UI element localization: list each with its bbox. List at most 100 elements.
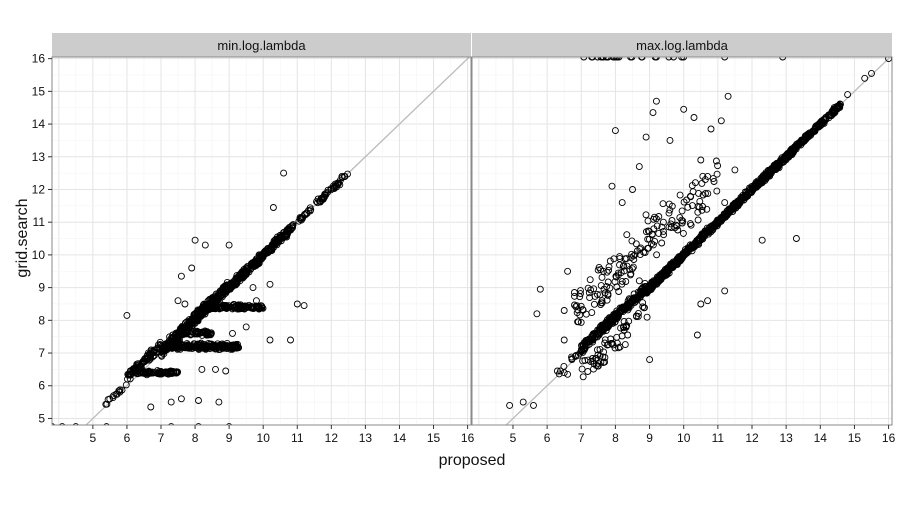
y-axis: 5 6 7 8 9 10 11 12 13 14 15 16 <box>32 52 52 425</box>
data-point <box>659 218 667 226</box>
data-point <box>654 276 662 284</box>
data-point <box>698 231 706 239</box>
data-point <box>519 398 527 406</box>
panel-border <box>51 56 472 426</box>
data-point <box>273 237 281 245</box>
data-point <box>707 125 715 133</box>
data-point <box>699 203 707 210</box>
data-point <box>263 249 270 257</box>
data-point <box>630 294 638 302</box>
data-point <box>597 301 605 309</box>
data-point <box>713 170 721 178</box>
data-point <box>280 169 288 177</box>
data-point <box>140 357 148 365</box>
data-point <box>249 284 257 292</box>
data-point <box>678 207 686 215</box>
data-point <box>600 285 608 293</box>
data-point <box>651 237 659 245</box>
data-point <box>698 179 706 187</box>
data-point <box>154 369 162 377</box>
data-point <box>581 340 589 348</box>
data-point <box>303 209 311 217</box>
data-point <box>564 267 572 275</box>
data-point <box>811 126 819 134</box>
data-point <box>215 398 223 406</box>
data-point <box>536 285 544 293</box>
x-tick-label: 16 <box>882 431 896 445</box>
data-point <box>59 423 66 425</box>
data-point <box>670 57 677 61</box>
data-point <box>803 131 811 139</box>
y-tick-label: 10 <box>32 248 46 262</box>
data-point <box>208 340 216 348</box>
data-point <box>603 296 611 304</box>
data-point <box>336 181 344 189</box>
data-point <box>717 117 725 125</box>
data-point <box>612 273 620 281</box>
data-point <box>688 182 696 190</box>
data-point <box>731 166 739 174</box>
data-point <box>816 120 823 127</box>
data-point <box>186 343 194 351</box>
data-point <box>629 295 636 303</box>
data-point <box>214 303 222 311</box>
y-tick-label: 11 <box>33 215 46 229</box>
data-point <box>699 172 707 180</box>
data-point <box>233 276 241 284</box>
y-tick-label: 15 <box>32 84 46 98</box>
data-point <box>620 262 628 270</box>
data-point <box>591 292 599 300</box>
data-point <box>643 313 651 321</box>
data-point <box>186 320 194 328</box>
data-point <box>618 277 626 285</box>
data-point <box>620 323 627 331</box>
data-point <box>776 160 784 168</box>
x-tick-label: 8 <box>612 431 619 445</box>
data-point <box>616 261 623 269</box>
data-point <box>779 57 787 61</box>
data-point <box>506 401 514 409</box>
data-point <box>676 214 684 222</box>
data-point <box>609 57 617 61</box>
data-point <box>615 344 622 352</box>
data-point <box>660 231 668 239</box>
data-point <box>262 248 270 256</box>
data-point <box>297 214 305 222</box>
data-point <box>719 214 727 222</box>
data-point <box>305 207 312 214</box>
data-point <box>613 311 621 319</box>
data-point <box>653 273 661 281</box>
panel-max-log-lambda: max.log.lambda <box>471 33 893 426</box>
data-point <box>714 162 722 170</box>
data-point <box>647 286 655 294</box>
data-point <box>667 262 675 270</box>
data-point <box>604 291 612 299</box>
data-point <box>191 344 199 352</box>
data-point <box>721 57 729 61</box>
data-point <box>612 57 620 61</box>
data-point <box>623 301 630 309</box>
data-point <box>633 313 640 321</box>
data-point <box>150 351 158 359</box>
x-tick-label: 10 <box>257 431 271 445</box>
x-tick-label: 16 <box>461 431 475 445</box>
data-point <box>642 211 650 219</box>
data-point <box>693 331 701 339</box>
data-point <box>287 336 294 344</box>
data-point <box>169 341 177 349</box>
data-point <box>605 266 613 274</box>
data-point <box>590 365 597 373</box>
data-point <box>576 311 584 319</box>
data-point <box>184 320 191 328</box>
data-point <box>778 154 786 162</box>
data-point <box>680 57 688 61</box>
y-tick-label: 7 <box>38 346 45 360</box>
x-tick-label: 5 <box>510 431 517 445</box>
data-point <box>560 336 568 344</box>
data-point <box>577 318 585 326</box>
data-point <box>687 221 695 229</box>
data-point <box>204 330 212 338</box>
data-point <box>297 216 305 224</box>
panel-min-log-lambda: min.log.lambda <box>51 33 472 426</box>
data-point <box>596 291 604 299</box>
